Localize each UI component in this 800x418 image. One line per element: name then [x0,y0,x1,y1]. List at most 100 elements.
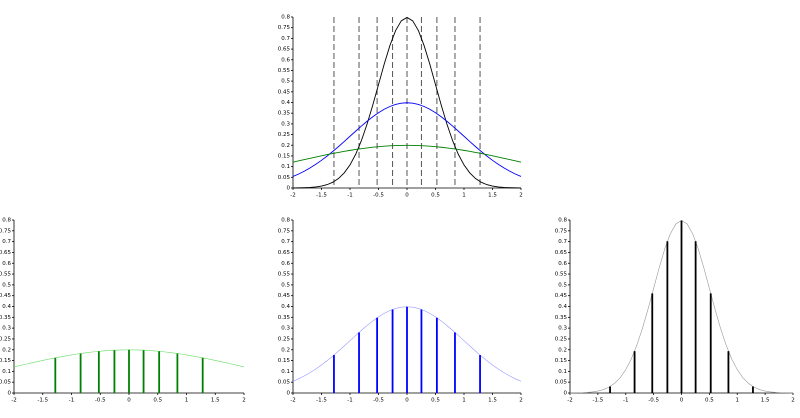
y-tick-label: 0 [287,186,291,192]
x-tick-label: 0.5 [431,193,440,199]
x-tick-label: 1.5 [211,398,220,404]
x-tick-label: -1 [347,398,352,404]
y-tick-label: 0.45 [278,293,291,299]
y-tick-label: 0.25 [278,132,291,138]
x-tick-label: -1 [69,398,74,404]
y-tick-label: 0.5 [558,282,567,288]
x-tick-label: -1.5 [37,398,48,404]
x-tick-label: 2 [791,398,795,404]
y-tick-label: 0.15 [278,358,291,364]
y-tick-label: 0.15 [0,358,11,364]
x-tick-label: 1 [736,398,740,404]
y-tick-label: 0.4 [281,304,290,310]
y-tick-label: 0.1 [281,164,290,170]
y-tick-label: 0.1 [558,369,567,375]
y-tick-label: 0.2 [558,347,567,353]
x-tick-label: -1.5 [593,398,604,404]
x-tick-label: 1 [462,398,466,404]
y-tick-label: 0.05 [0,380,11,386]
y-tick-label: 0.05 [555,380,568,386]
y-tick-label: 0.5 [281,282,290,288]
x-tick-label: -0.5 [648,398,659,404]
density-curve [569,220,794,394]
y-tick-label: 0.4 [558,304,567,310]
y-tick-label: 0.7 [281,239,290,245]
y-tick-label: 0.6 [281,57,290,63]
y-tick-label: 0.1 [2,369,11,375]
x-tick-label: -0.5 [95,398,106,404]
x-tick-label: -1 [623,398,628,404]
y-tick-label: 0.7 [281,36,290,42]
y-tick-label: 0.15 [278,153,291,159]
y-tick-label: 0.3 [558,326,567,332]
y-tick-label: 0.55 [278,68,291,74]
y-tick-label: 0.45 [0,293,11,299]
x-tick-label: -1.5 [316,398,327,404]
density-curve [292,144,522,163]
x-tick-label: -2 [290,193,295,199]
y-tick-label: 0.65 [555,250,568,256]
y-tick-label: 0.65 [278,250,291,256]
y-tick-label: 0.75 [278,25,291,31]
x-tick-label: 1 [185,398,189,404]
y-tick-label: 0.75 [0,228,11,234]
x-tick-label: 0 [680,398,684,404]
y-tick-label: 0.55 [555,272,568,278]
y-tick-label: 0.15 [555,358,568,364]
y-tick-label: 0.35 [278,111,291,117]
x-tick-label: 1 [462,193,466,199]
density-curve [292,102,522,177]
y-tick-label: 0.6 [281,261,290,267]
x-tick-label: 1.5 [488,193,497,199]
x-tick-label: -2 [290,398,295,404]
y-tick-label: 0.5 [281,79,290,85]
x-tick-label: 0 [405,398,409,404]
y-tick-label: 0 [287,391,291,397]
y-tick-label: 0.55 [0,272,11,278]
y-tick-label: 0.35 [0,315,11,321]
y-tick-label: 0.2 [281,347,290,353]
density-curve [292,16,522,189]
y-tick-label: 0.75 [555,228,568,234]
y-tick-label: 0.3 [281,121,290,127]
y-tick-label: 0.8 [281,218,290,224]
y-tick-label: 0.55 [278,272,291,278]
x-tick-label: 0.5 [705,398,714,404]
x-tick-label: 0.5 [431,398,440,404]
y-tick-label: 0.05 [278,175,291,181]
x-tick-label: 2 [519,193,523,199]
y-tick-label: 0.6 [2,261,11,267]
y-tick-label: 0.65 [0,250,11,256]
y-tick-label: 0.1 [281,369,290,375]
y-tick-label: 0.8 [558,218,567,224]
y-tick-label: 0.8 [2,218,11,224]
y-tick-label: 0.3 [2,326,11,332]
y-tick-label: 0.2 [2,347,11,353]
y-tick-label: 0.7 [2,239,11,245]
y-tick-label: 0 [8,391,12,397]
y-tick-label: 0.75 [278,228,291,234]
y-tick-label: 0.2 [281,143,290,149]
x-tick-label: 0.5 [153,398,162,404]
y-tick-label: 0.3 [281,326,290,332]
x-tick-label: -0.5 [373,398,384,404]
x-tick-label: -2 [11,398,16,404]
y-tick-label: 0.25 [555,336,568,342]
x-tick-label: -1.5 [316,193,327,199]
y-tick-label: 0 [564,391,568,397]
y-tick-label: 0.7 [558,239,567,245]
y-tick-label: 0.35 [278,315,291,321]
x-tick-label: 1.5 [488,398,497,404]
y-tick-label: 0.65 [278,47,291,53]
y-tick-label: 0.35 [555,315,568,321]
x-tick-label: -2 [567,398,572,404]
x-tick-label: 0 [405,193,409,199]
y-tick-label: 0.4 [2,304,11,310]
y-tick-label: 0.25 [278,336,291,342]
x-tick-label: 2 [519,398,523,404]
x-tick-label: 2 [242,398,246,404]
y-tick-label: 0.4 [281,100,290,106]
y-tick-label: 0.45 [278,89,291,95]
y-tick-label: 0.8 [281,15,290,21]
